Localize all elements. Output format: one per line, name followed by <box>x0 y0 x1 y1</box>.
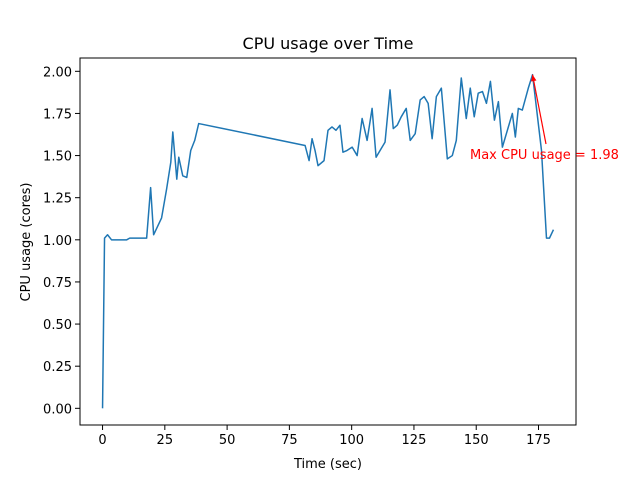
y-tick-label: 0.00 <box>43 402 72 417</box>
y-tick-label: 0.25 <box>43 360 72 375</box>
x-tick-label: 0 <box>98 433 106 448</box>
y-tick-label: 1.75 <box>43 107 72 122</box>
y-tick-label: 1.25 <box>43 192 72 207</box>
y-tick-label: 1.50 <box>43 150 72 165</box>
x-tick-label: 100 <box>339 433 364 448</box>
data-line <box>101 73 555 409</box>
y-axis-label: CPU usage (cores) <box>19 183 34 302</box>
x-tick-label: 75 <box>281 433 298 448</box>
x-tick-label: 125 <box>402 433 427 448</box>
axes-frame <box>79 57 577 426</box>
x-axis-label: Time (sec) <box>293 457 362 472</box>
x-tick-label: 175 <box>526 433 551 448</box>
x-tick-label: 25 <box>157 433 174 448</box>
y-tick-label: 2.00 <box>43 65 72 80</box>
annotation-arrowhead <box>531 74 537 82</box>
x-tick-label: 150 <box>464 433 489 448</box>
annotation: Max CPU usage = 1.98 <box>470 148 619 163</box>
chart-title: CPU usage over Time <box>243 34 414 53</box>
annotation-arrow <box>531 74 547 145</box>
x-tick-label: 50 <box>219 433 236 448</box>
y-tick-label: 0.50 <box>43 318 72 333</box>
y-tick-label: 0.75 <box>43 276 72 291</box>
y-tick-label: 1.00 <box>43 234 72 249</box>
